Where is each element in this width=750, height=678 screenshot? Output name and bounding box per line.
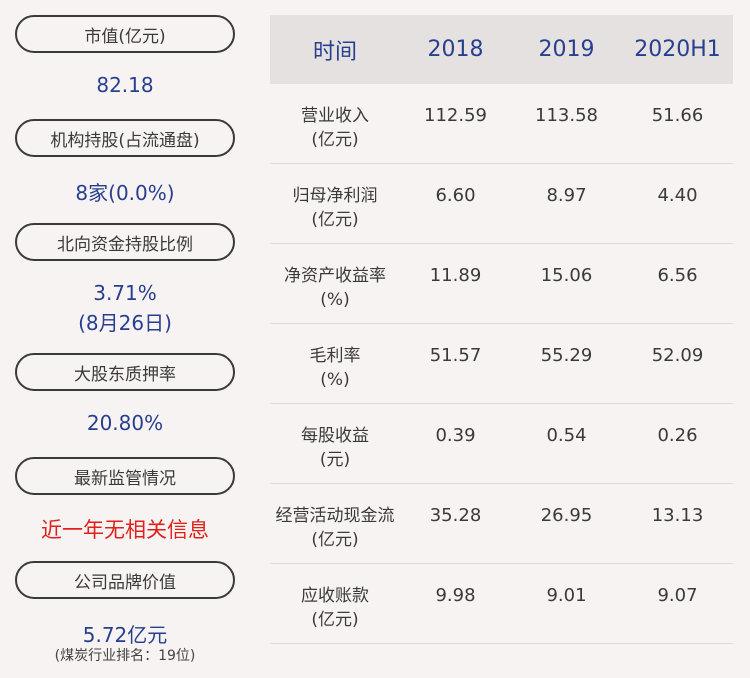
table-row: 每股收益 (元) 0.39 0.54 0.26 <box>270 404 733 484</box>
row-label: 经营活动现金流 (亿元) <box>270 484 400 552</box>
northbound-label: 北向资金持股比例 <box>15 223 235 261</box>
table-header: 时间 2018 2019 2020H1 <box>270 15 733 84</box>
cell-2019: 55.29 <box>540 345 593 366</box>
cell-2020h1: 13.13 <box>651 505 704 526</box>
row-label: 净资产收益率 (%) <box>270 244 400 312</box>
pledge-value: 20.80% <box>86 411 164 435</box>
header-2019: 2019 <box>538 37 595 62</box>
cell-2019: 113.58 <box>535 105 598 126</box>
row-label-unit: (%) <box>320 290 350 310</box>
market-cap-value: 82.18 <box>96 73 154 97</box>
pledge-label: 大股东质押率 <box>15 353 235 391</box>
row-label: 应收账款 (亿元) <box>270 564 400 632</box>
cell-2020h1: 6.56 <box>657 265 698 286</box>
table-row: 应收账款 (亿元) 9.98 9.01 9.07 <box>270 564 733 644</box>
cell-2019: 15.06 <box>540 265 593 286</box>
row-label-unit: (元) <box>319 450 351 470</box>
cell-2018: 9.98 <box>435 585 476 606</box>
header-2020h1: 2020H1 <box>634 37 721 62</box>
row-label-unit: (亿元) <box>311 130 359 150</box>
cell-2018: 35.28 <box>429 505 482 526</box>
table-row: 经营活动现金流 (亿元) 35.28 26.95 13.13 <box>270 484 733 564</box>
cell-2018: 6.60 <box>435 185 476 206</box>
brand-label: 公司品牌价值 <box>15 561 235 599</box>
cell-2019: 26.95 <box>540 505 593 526</box>
row-label-unit: (%) <box>320 370 350 390</box>
cell-2018: 112.59 <box>424 105 487 126</box>
table-row: 毛利率 (%) 51.57 55.29 52.09 <box>270 324 733 404</box>
cell-2018: 0.39 <box>435 425 476 446</box>
table-row: 净资产收益率 (%) 11.89 15.06 6.56 <box>270 244 733 324</box>
table-row: 营业收入 (亿元) 112.59 113.58 51.66 <box>270 84 733 164</box>
cell-2020h1: 9.07 <box>657 585 698 606</box>
cell-2020h1: 52.09 <box>651 345 704 366</box>
brand-value: 5.72亿元 <box>82 623 168 647</box>
row-label-main: 经营活动现金流 <box>275 506 395 526</box>
cell-2019: 0.54 <box>546 425 587 446</box>
row-label-main: 净资产收益率 <box>284 266 386 286</box>
brand-rank-note: (煤炭行业排名：19位) <box>54 648 196 664</box>
cell-2018: 11.89 <box>429 265 482 286</box>
row-label-main: 毛利率 <box>309 346 361 366</box>
northbound-date: (8月26日) <box>78 311 172 335</box>
row-label-main: 归母净利润 <box>292 186 378 206</box>
row-label-main: 营业收入 <box>301 106 369 126</box>
header-2018: 2018 <box>427 37 484 62</box>
cell-2020h1: 0.26 <box>657 425 698 446</box>
row-label-main: 每股收益 <box>301 426 369 446</box>
row-label: 毛利率 (%) <box>270 324 400 392</box>
regulation-label: 最新监管情况 <box>15 457 235 495</box>
cell-2019: 9.01 <box>546 585 587 606</box>
header-time: 时间 <box>312 39 357 65</box>
cell-2020h1: 4.40 <box>657 185 698 206</box>
institutional-label: 机构持股(占流通盘) <box>15 119 235 157</box>
cell-2020h1: 51.66 <box>651 105 704 126</box>
northbound-value: 3.71% <box>93 281 157 305</box>
cell-2019: 8.97 <box>546 185 587 206</box>
row-label: 营业收入 (亿元) <box>270 84 400 152</box>
row-label-unit: (亿元) <box>311 530 359 550</box>
market-cap-label: 市值(亿元) <box>15 15 235 53</box>
row-label-main: 应收账款 <box>301 586 369 606</box>
table-row: 归母净利润 (亿元) 6.60 8.97 4.40 <box>270 164 733 244</box>
institutional-value: 8家(0.0%) <box>75 181 175 205</box>
regulation-value: 近一年无相关信息 <box>41 518 209 542</box>
row-label: 归母净利润 (亿元) <box>270 164 400 232</box>
summary-panel: 市值(亿元) 82.18 机构持股(占流通盘) 8家(0.0%) 北向资金持股比… <box>0 0 250 678</box>
financial-table: 时间 2018 2019 2020H1 营业收入 (亿元) 112.59 113.… <box>270 15 733 644</box>
row-label-unit: (亿元) <box>311 210 359 230</box>
row-label: 每股收益 (元) <box>270 404 400 472</box>
row-label-unit: (亿元) <box>311 610 359 630</box>
cell-2018: 51.57 <box>429 345 482 366</box>
